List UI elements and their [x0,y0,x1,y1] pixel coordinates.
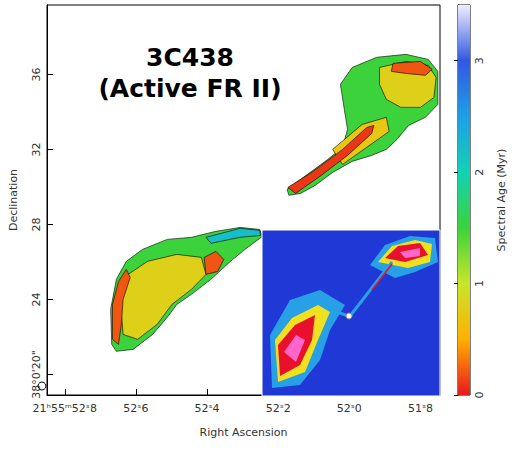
svg-text:0: 0 [473,392,486,399]
svg-text:52ˢ0: 52ˢ0 [337,402,362,415]
svg-text:28: 28 [30,217,43,231]
svg-text:1: 1 [473,280,486,287]
svg-text:3C438: 3C438 [146,43,234,72]
svg-text:36: 36 [30,67,43,81]
svg-text:Declination: Declination [7,169,20,231]
svg-text:52ˢ4: 52ˢ4 [194,402,219,415]
svg-text:32: 32 [30,142,43,156]
svg-text:51ˢ8: 51ˢ8 [408,402,433,415]
svg-text:Spectral Age (Myr): Spectral Age (Myr) [495,149,508,252]
svg-text:38°0'20": 38°0'20" [30,350,43,399]
svg-text:52ˢ6: 52ˢ6 [123,402,148,415]
svg-text:24: 24 [30,292,43,306]
svg-text:(Active FR II): (Active FR II) [98,74,281,103]
svg-text:3: 3 [473,57,486,64]
svg-text:52ˢ2: 52ˢ2 [266,402,291,415]
svg-text:21ʰ55ᵐ52ˢ8: 21ʰ55ᵐ52ˢ8 [33,402,97,415]
svg-text:2: 2 [473,169,486,176]
svg-text:Right Ascension: Right Ascension [200,426,288,439]
